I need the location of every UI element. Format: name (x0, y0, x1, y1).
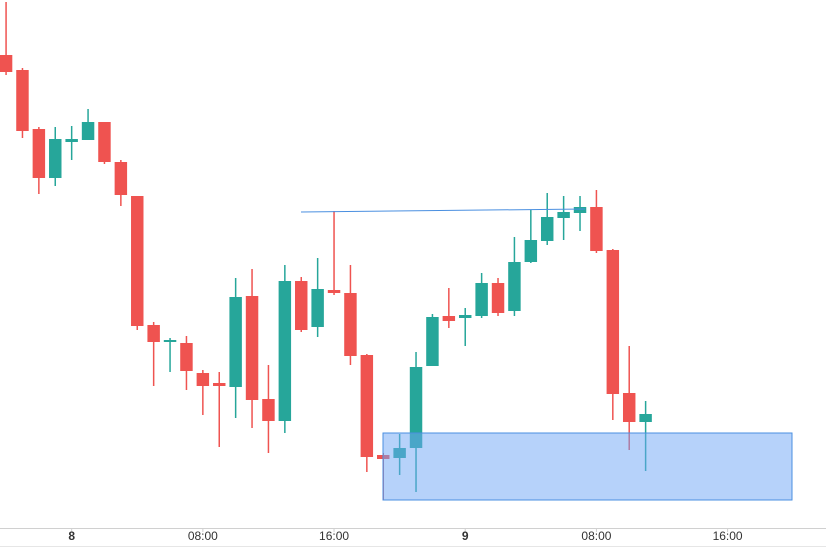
candle-body (81, 122, 95, 140)
candle-body (32, 129, 46, 178)
x-tick-label: 16:00 (319, 529, 349, 543)
candle-body (590, 207, 603, 251)
candle-body (163, 340, 177, 342)
candle-body (65, 139, 78, 142)
candle-body (147, 325, 160, 342)
candle-body (524, 240, 538, 262)
candle-body (16, 70, 29, 131)
candle-body (114, 162, 128, 195)
candle-body (491, 283, 505, 313)
x-tick-label: 9 (462, 529, 469, 543)
candle-body (213, 383, 226, 386)
candle-body (278, 281, 292, 421)
candle-body (49, 139, 62, 178)
candles (0, 2, 652, 500)
candle-body (262, 399, 275, 421)
candle-body (0, 55, 13, 72)
candle-body (98, 122, 111, 162)
candle-body (311, 289, 324, 327)
candle-body (426, 317, 439, 366)
trend-line (300, 208, 586, 213)
candle-body (508, 262, 521, 311)
candle-body (344, 293, 357, 356)
candle-body (622, 393, 636, 422)
rectangle-drawing (382, 432, 793, 501)
candle-body (360, 355, 374, 457)
candle-body (458, 315, 472, 318)
candle-body (573, 207, 587, 213)
candle-body (557, 212, 570, 218)
x-tick-label: 08:00 (188, 529, 218, 543)
candle-body (131, 196, 144, 326)
candle-body (245, 296, 259, 400)
candle-body (409, 367, 423, 448)
x-tick-label: 08:00 (581, 529, 611, 543)
candle-body (327, 290, 341, 293)
candle-body (442, 316, 456, 321)
candle-body (475, 283, 488, 316)
candle-body (639, 414, 652, 422)
candle-body (295, 281, 308, 330)
candle-body (180, 343, 193, 371)
x-tick-label: 16:00 (713, 529, 743, 543)
candle-body (229, 297, 242, 387)
candle-body (196, 373, 210, 386)
candle-body (540, 217, 554, 241)
candle-body (606, 250, 620, 394)
x-tick-label: 8 (68, 529, 75, 543)
